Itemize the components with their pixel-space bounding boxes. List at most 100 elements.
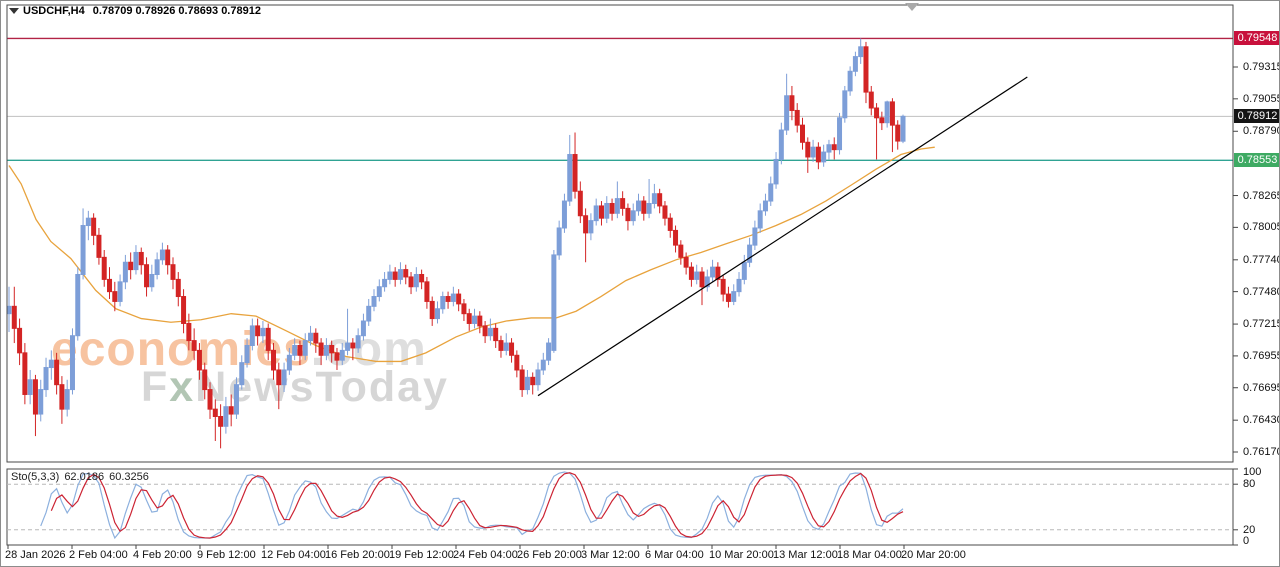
candle[interactable] — [852, 56, 858, 72]
candle[interactable] — [397, 269, 403, 280]
candle[interactable] — [530, 376, 536, 386]
candle[interactable] — [482, 325, 488, 337]
candle[interactable] — [318, 342, 324, 356]
candle[interactable] — [22, 352, 28, 395]
candle[interactable] — [43, 367, 49, 391]
candle[interactable] — [38, 389, 44, 415]
candle[interactable] — [800, 124, 805, 143]
candle[interactable] — [593, 205, 599, 222]
candle[interactable] — [350, 342, 356, 349]
trendline[interactable] — [537, 76, 1028, 397]
candle[interactable] — [308, 332, 314, 342]
candle[interactable] — [762, 200, 768, 212]
candle[interactable] — [546, 342, 552, 361]
candle[interactable] — [710, 266, 716, 278]
candle[interactable] — [6, 305, 12, 315]
candle[interactable] — [815, 146, 821, 163]
candle[interactable] — [249, 325, 255, 346]
candle[interactable] — [276, 369, 282, 386]
candle[interactable] — [218, 416, 224, 427]
candle[interactable] — [223, 406, 229, 427]
candle[interactable] — [667, 217, 673, 231]
candle[interactable] — [889, 101, 895, 126]
candle[interactable] — [154, 259, 160, 275]
candle[interactable] — [657, 193, 663, 207]
main-chart-pane[interactable] — [6, 4, 1234, 463]
candle[interactable] — [112, 291, 118, 302]
candle[interactable] — [784, 95, 790, 131]
candle[interactable] — [85, 217, 91, 227]
candle[interactable] — [826, 144, 832, 153]
candle[interactable] — [641, 200, 647, 214]
candle[interactable] — [445, 296, 451, 302]
candle[interactable] — [138, 251, 144, 266]
candle[interactable] — [598, 205, 604, 219]
candle[interactable] — [69, 335, 75, 391]
candle[interactable] — [472, 315, 478, 324]
candle[interactable] — [360, 320, 366, 337]
candle[interactable] — [662, 205, 668, 219]
candle[interactable] — [255, 325, 261, 337]
candle[interactable] — [805, 141, 811, 158]
candle[interactable] — [741, 261, 747, 280]
candle[interactable] — [48, 359, 54, 369]
candle[interactable] — [789, 95, 795, 111]
candle[interactable] — [101, 256, 107, 280]
candle[interactable] — [720, 278, 726, 295]
candle[interactable] — [477, 315, 483, 327]
candle[interactable] — [688, 266, 694, 280]
candle[interactable] — [128, 261, 134, 271]
candle[interactable] — [874, 107, 880, 119]
candle[interactable] — [382, 278, 388, 288]
candle[interactable] — [821, 151, 827, 163]
candle[interactable] — [879, 117, 885, 124]
candle[interactable] — [863, 46, 869, 93]
candle[interactable] — [704, 276, 710, 288]
candle[interactable] — [503, 342, 509, 351]
candle[interactable] — [96, 234, 102, 258]
candle[interactable] — [233, 384, 239, 415]
candle[interactable] — [858, 46, 864, 58]
candle[interactable] — [466, 313, 472, 324]
candle[interactable] — [752, 227, 758, 246]
candle[interactable] — [355, 335, 361, 349]
candle[interactable] — [281, 369, 287, 386]
candle[interactable] — [371, 296, 377, 307]
candle[interactable] — [17, 327, 23, 354]
candle[interactable] — [868, 91, 874, 109]
candle[interactable] — [768, 183, 774, 202]
candle[interactable] — [577, 190, 583, 217]
candle[interactable] — [376, 286, 382, 298]
candle[interactable] — [609, 202, 615, 214]
candle[interactable] — [567, 154, 573, 202]
candle[interactable] — [133, 251, 139, 271]
candle[interactable] — [80, 225, 86, 275]
candle[interactable] — [514, 354, 520, 371]
candle[interactable] — [413, 273, 419, 288]
candle[interactable] — [32, 379, 38, 415]
candle[interactable] — [630, 210, 636, 222]
candle[interactable] — [286, 354, 292, 371]
candle[interactable] — [403, 269, 409, 278]
candle[interactable] — [159, 249, 165, 261]
candle[interactable] — [683, 256, 689, 268]
ma-line[interactable] — [8, 146, 935, 363]
candle[interactable] — [651, 193, 657, 204]
candle[interactable] — [620, 198, 626, 209]
candle[interactable] — [646, 202, 652, 214]
candle[interactable] — [196, 349, 202, 371]
candle[interactable] — [419, 273, 425, 283]
candle[interactable] — [175, 278, 181, 298]
candle[interactable] — [636, 200, 642, 212]
chart-shift-icon[interactable] — [905, 3, 919, 11]
candle[interactable] — [440, 296, 446, 310]
candle[interactable] — [329, 344, 335, 354]
candle[interactable] — [895, 124, 901, 142]
candle[interactable] — [498, 340, 504, 351]
candle[interactable] — [181, 296, 187, 324]
candle[interactable] — [271, 349, 276, 371]
candle[interactable] — [202, 369, 208, 391]
candle[interactable] — [625, 207, 631, 222]
candle[interactable] — [117, 281, 123, 302]
